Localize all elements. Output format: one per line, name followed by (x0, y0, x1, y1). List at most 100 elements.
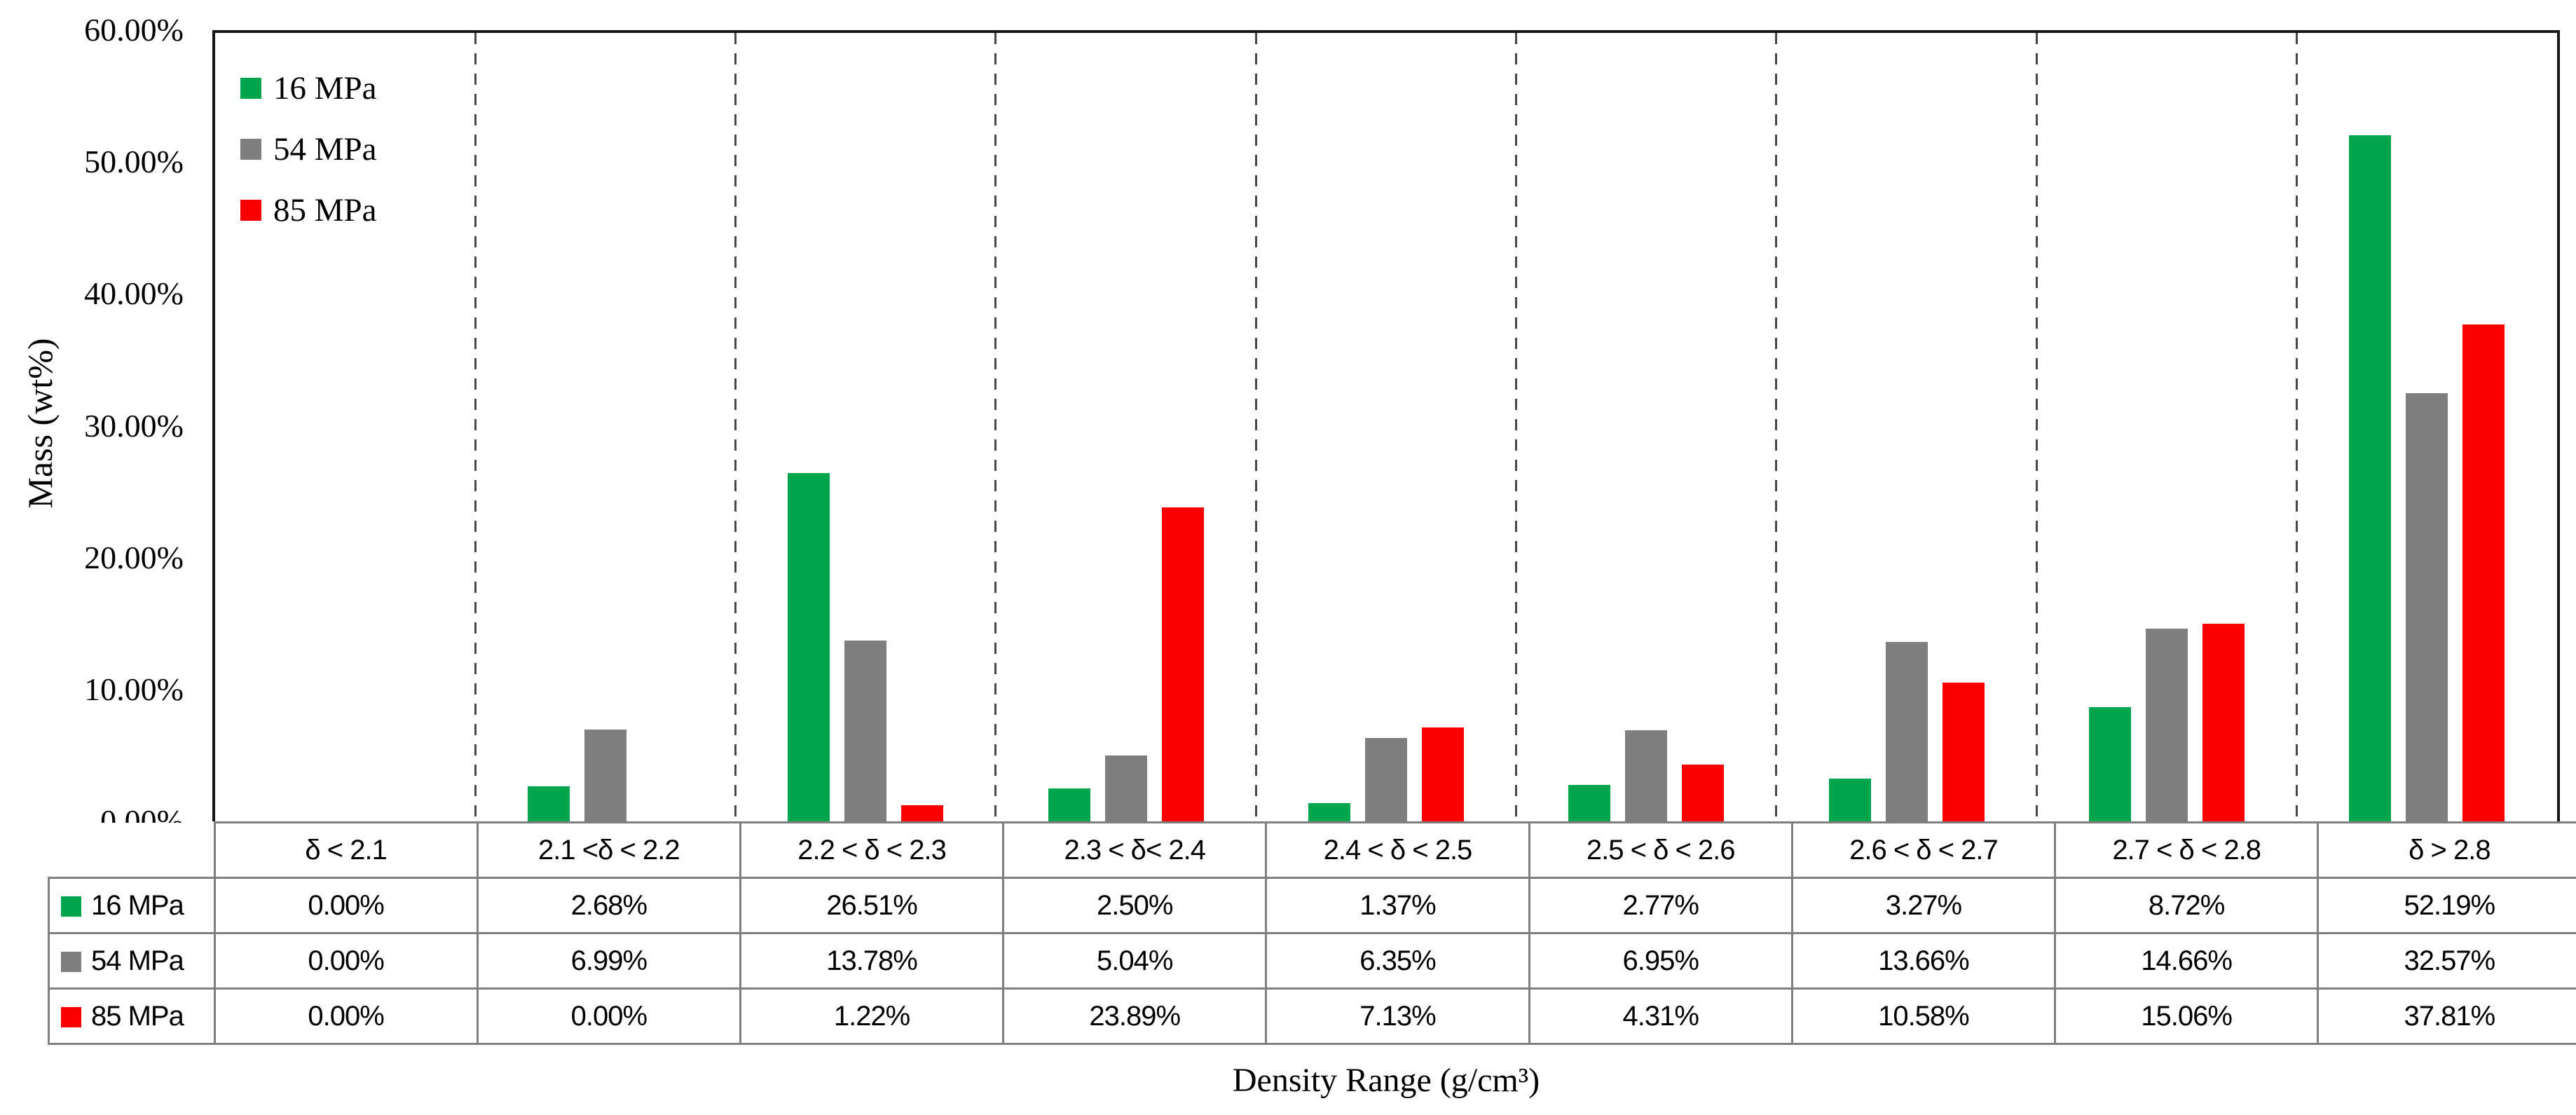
bar-54-mpa (1364, 737, 1407, 821)
table-category-header: 2.7 < δ < 2.8 (2054, 821, 2320, 879)
table-value-cell: 6.99% (476, 932, 741, 990)
series-swatch-icon (61, 951, 81, 972)
table-category-header: 2.6 < δ < 2.7 (1790, 821, 2057, 879)
bar-16-mpa (1308, 803, 1350, 821)
x-axis-title: Density Range (g/cm³) (1232, 1062, 1540, 1099)
table-value-cell: 5.04% (1002, 932, 1268, 990)
table-value-cell: 2.77% (1528, 877, 1793, 934)
category-separator-dashed-line (1254, 33, 1257, 821)
table-value-cell: 23.89% (1002, 987, 1268, 1045)
table-row-header: 85 MPa (48, 987, 216, 1045)
table-corner-ghost-cell (48, 822, 214, 878)
bar-16-mpa (2088, 706, 2131, 821)
table-category-header: 2.1 <δ < 2.2 (476, 821, 741, 879)
table-value-cell: 2.68% (476, 877, 741, 934)
bar-85-mpa (901, 805, 944, 821)
legend-label: 16 MPa (273, 70, 377, 107)
legend: 16 MPa 54 MPa 85 MPa (240, 69, 377, 229)
table-value-cell: 32.57% (2317, 932, 2576, 990)
legend-item: 85 MPa (240, 191, 377, 229)
bar-85-mpa (2202, 623, 2245, 821)
table-value-cell: 15.06% (2054, 987, 2320, 1045)
y-tick-label: 60.00% (84, 12, 184, 48)
category-separator-dashed-line (2035, 33, 2038, 821)
legend-swatch-54-mpa (240, 139, 261, 160)
bar-16-mpa (1568, 785, 1611, 821)
bar-85-mpa (1421, 727, 1464, 821)
data-table: δ < 2.1 2.1 <δ < 2.2 2.2 < δ < 2.3 2.3 < δ<… (48, 821, 2576, 1045)
table-value-cell: 4.31% (1528, 987, 1793, 1045)
bar-16-mpa (788, 472, 830, 821)
category-column (1256, 33, 1516, 821)
table-category-header: 2.4 < δ < 2.5 (1265, 821, 1530, 879)
legend-label: 85 MPa (273, 192, 377, 228)
table-value-cell: 3.27% (1790, 877, 2057, 934)
category-column (2297, 33, 2557, 821)
category-separator-dashed-line (474, 33, 477, 821)
bar-16-mpa (1828, 778, 1871, 821)
table-value-cell: 52.19% (2317, 877, 2576, 934)
table-value-cell: 13.66% (1790, 932, 2057, 990)
category-column (2036, 33, 2296, 821)
category-column (1776, 33, 2036, 821)
table-value-cell: 0.00% (213, 987, 479, 1045)
y-tick-label: 10.00% (84, 671, 184, 707)
bar-54-mpa (2145, 629, 2188, 821)
category-separator-dashed-line (2296, 33, 2298, 821)
category-column (1516, 33, 1776, 821)
bar-54-mpa (1625, 730, 1668, 821)
table-value-cell: 8.72% (2054, 877, 2320, 934)
bar-85-mpa (1682, 765, 1725, 821)
table-value-cell: 0.00% (476, 987, 741, 1045)
bar-16-mpa (527, 786, 570, 821)
table-value-cell: 7.13% (1265, 987, 1530, 1045)
y-tick-label: 20.00% (84, 539, 184, 575)
category-separator-dashed-line (994, 33, 997, 821)
category-separator-dashed-line (734, 33, 737, 821)
category-separator-dashed-line (1515, 33, 1518, 821)
table-row-label: 16 MPa (91, 889, 184, 921)
table-value-cell: 6.95% (1528, 932, 1793, 990)
table-value-cell: 26.51% (739, 877, 1005, 934)
category-column (215, 33, 475, 821)
table-value-cell: 6.35% (1265, 932, 1530, 990)
table-value-cell: 1.22% (739, 987, 1005, 1045)
table-category-header: 2.2 < δ < 2.3 (739, 821, 1005, 879)
table-header-row: δ < 2.1 2.1 <δ < 2.2 2.2 < δ < 2.3 2.3 < δ<… (48, 821, 2576, 879)
bar-54-mpa (584, 729, 626, 821)
legend-swatch-85-mpa (240, 200, 261, 221)
table-value-cell: 0.00% (213, 932, 479, 990)
table-category-header: δ < 2.1 (213, 821, 479, 879)
series-swatch-icon (61, 896, 81, 917)
table-row-header: 54 MPa (48, 932, 216, 990)
table-category-header: 2.5 < δ < 2.6 (1528, 821, 1793, 879)
bar-85-mpa (1942, 682, 1985, 821)
bar-16-mpa (1048, 788, 1090, 821)
plot-area: 16 MPa 54 MPa 85 MPa (212, 30, 2560, 821)
table-row: 85 MPa 0.00% 0.00% 1.22% 23.89% 7.13% 4.31% 10.… (48, 987, 2576, 1045)
table-row: 16 MPa 0.00% 2.68% 26.51% 2.50% 1.37% 2.77% 3.2… (48, 877, 2576, 934)
table-value-cell: 10.58% (1790, 987, 2057, 1045)
y-tick-label: 50.00% (84, 144, 184, 180)
table-value-cell: 0.00% (213, 877, 479, 934)
bar-85-mpa (1161, 507, 1204, 821)
series-swatch-icon (61, 1006, 81, 1027)
bar-54-mpa (1104, 755, 1147, 821)
table-value-cell: 1.37% (1265, 877, 1530, 934)
bar-54-mpa (1885, 641, 1928, 821)
legend-swatch-16-mpa (240, 78, 261, 99)
table-value-cell: 37.81% (2317, 987, 2576, 1045)
bar-54-mpa (2406, 393, 2448, 821)
legend-item: 16 MPa (240, 69, 377, 107)
bar-85-mpa (2462, 324, 2505, 821)
category-column (475, 33, 735, 821)
category-column (736, 33, 996, 821)
y-tick-label: 40.00% (84, 275, 184, 312)
table-category-header: 2.3 < δ< 2.4 (1002, 821, 1268, 879)
legend-label: 54 MPa (273, 131, 377, 167)
category-column (996, 33, 1256, 821)
table-category-header: δ > 2.8 (2317, 821, 2576, 879)
legend-item: 54 MPa (240, 130, 377, 168)
table-value-cell: 14.66% (2054, 932, 2320, 990)
